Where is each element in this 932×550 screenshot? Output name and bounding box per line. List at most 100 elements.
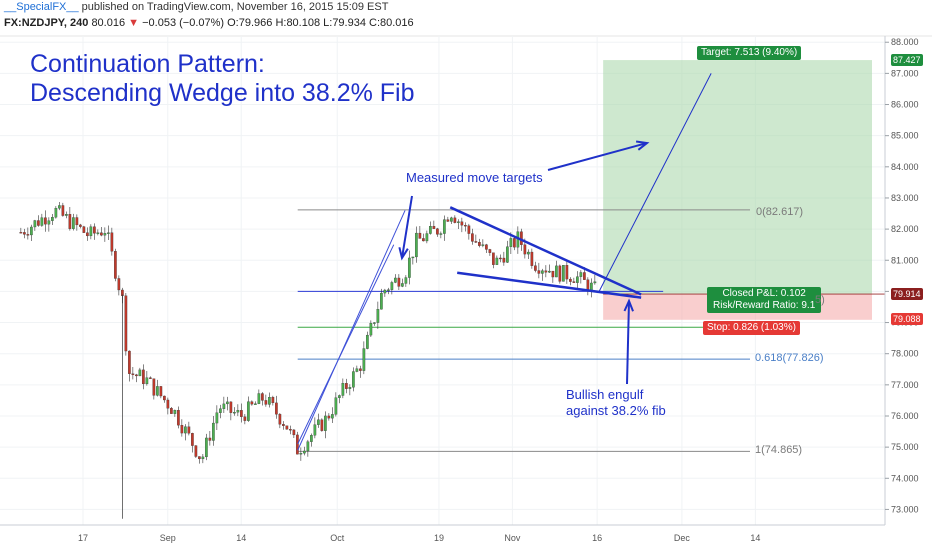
candle-body [530, 251, 534, 266]
pl-text: Closed P&L: 0.102 [722, 288, 806, 299]
candle-body [449, 217, 453, 222]
candle-body [131, 373, 135, 375]
candle-body [579, 272, 583, 277]
candle-body [593, 281, 597, 284]
channel-line-upper [297, 210, 406, 451]
candle-body [439, 233, 443, 235]
candle-body [495, 257, 499, 265]
down-arrow [401, 195, 413, 259]
candle-body [134, 374, 138, 377]
candle-body [421, 238, 425, 242]
candles [19, 202, 597, 519]
candle-body [474, 241, 478, 243]
candle-body [190, 433, 194, 446]
candle-body [267, 397, 271, 405]
candle-body [47, 220, 51, 225]
y-tick-label: 87.000 [891, 68, 919, 78]
candle-body [372, 322, 376, 324]
candle-body [285, 425, 289, 430]
candle-body [351, 371, 355, 388]
candle-body [544, 270, 548, 273]
candle-body [386, 289, 390, 291]
candle-body [509, 238, 513, 247]
candle-body [491, 252, 495, 265]
candle-body [127, 350, 131, 374]
candle-body [274, 402, 278, 415]
candle-body [383, 289, 387, 294]
engulf-arrow [626, 300, 630, 385]
candle-body [239, 410, 243, 417]
candle-body [169, 408, 173, 414]
candle-body [58, 205, 61, 209]
candle-body [264, 400, 268, 405]
candle-body [232, 412, 236, 414]
candle-body [428, 226, 432, 234]
candle-body [295, 434, 299, 455]
pl-tag: Closed P&L: 0.102 Risk/Reward Ratio: 9.1 [707, 287, 822, 313]
x-tick-label: Oct [330, 533, 345, 543]
candle-body [138, 369, 142, 377]
x-tick-label: 19 [434, 533, 444, 543]
candle-body [302, 450, 306, 454]
candle-body [33, 220, 37, 228]
candle-body [569, 278, 572, 282]
fib-1-label: 1(74.865) [755, 444, 803, 456]
candle-body [54, 208, 58, 218]
candle-body [79, 224, 82, 227]
candle-body [558, 265, 562, 282]
x-tick-label: 14 [236, 533, 246, 543]
candle-body [306, 441, 310, 452]
candle-body [72, 217, 75, 229]
target-price-tag: 87.427 [891, 54, 923, 66]
candle-body [411, 256, 415, 259]
target-zone [603, 60, 872, 295]
channel-line-lower [297, 244, 395, 445]
candle-body [442, 219, 446, 234]
fib-618-label: 0.618(77.826) [755, 352, 824, 364]
candle-body [152, 378, 156, 396]
candle-body [397, 277, 401, 287]
y-tick-label: 84.000 [891, 162, 919, 172]
candle-body [197, 456, 201, 460]
candle-body [19, 232, 23, 234]
candle-body [407, 257, 411, 278]
engulf-note-2: against 38.2% fib [566, 403, 666, 418]
candle-body [390, 282, 394, 290]
candle-body [470, 233, 474, 242]
ohlc-text: O:79.966 H:80.108 L:79.934 C:80.016 [227, 17, 414, 29]
candle-body [110, 232, 114, 252]
candle-body [527, 251, 530, 255]
candle-body [180, 425, 184, 434]
target-tag: Target: 7.513 (9.40%) [697, 46, 802, 60]
candle-body [257, 393, 261, 404]
candle-body [572, 281, 576, 283]
y-tick-label: 75.000 [891, 442, 919, 452]
title-line-1: Continuation Pattern: [30, 50, 265, 78]
candle-body [208, 437, 212, 441]
candle-body [246, 401, 250, 421]
candle-body [463, 225, 467, 227]
candle-body [576, 276, 579, 283]
candle-body [166, 399, 170, 409]
candle-body [460, 221, 464, 226]
author-link[interactable]: __SpecialFX__ [4, 1, 79, 13]
symbol-label: FX:NZDJPY, 240 [4, 17, 89, 29]
x-tick-label: Nov [504, 533, 521, 543]
candle-body [379, 292, 383, 310]
candle-body [327, 415, 331, 419]
chart-title: Continuation Pattern: Descending Wedge i… [30, 50, 415, 108]
candle-body [541, 270, 544, 274]
candle-body [176, 410, 180, 426]
y-tick-label: 85.000 [891, 131, 919, 141]
candle-body [555, 265, 558, 278]
position-zones [603, 60, 885, 320]
candle-body [26, 234, 30, 236]
candle-body [551, 270, 555, 278]
y-tick-label: 88.000 [891, 37, 919, 47]
candle-body [513, 238, 516, 248]
candle-body [65, 214, 68, 216]
drawings [297, 73, 712, 451]
candle-body [75, 217, 79, 226]
candle-body [365, 334, 369, 349]
candle-body [218, 408, 222, 413]
